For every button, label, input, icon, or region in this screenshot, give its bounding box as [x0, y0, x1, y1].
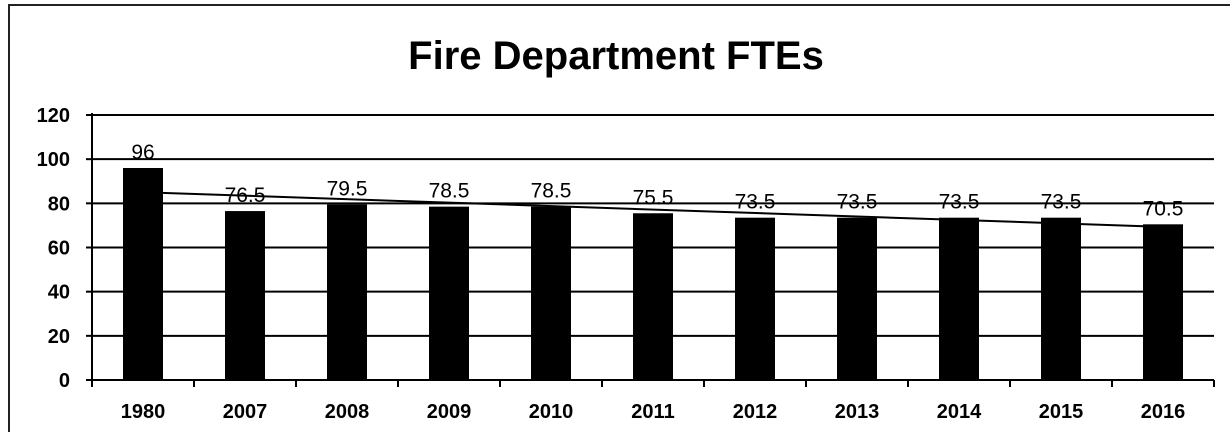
data-label: 96	[131, 141, 154, 164]
bar	[735, 217, 775, 380]
data-label: 79.5	[327, 177, 368, 200]
data-labels: 96 76.5 79.5 78.5 78.5 75.5 73.5 73.5 73.5 73.5 70…	[131, 141, 1183, 220]
x-tick-label: 2016	[1141, 401, 1186, 423]
data-label: 70.5	[1143, 197, 1184, 220]
x-tick-label: 2008	[325, 401, 370, 423]
y-tick-label: 80	[48, 193, 70, 215]
data-label: 73.5	[1041, 191, 1082, 214]
chart-frame	[8, 4, 1230, 432]
x-tick-label: 1980	[121, 401, 166, 423]
bar	[1041, 217, 1081, 380]
x-tick-label: 2009	[427, 401, 472, 423]
x-tick-label: 2011	[631, 401, 674, 423]
bar	[531, 206, 571, 380]
y-tick-label: 0	[59, 370, 70, 392]
data-label: 76.5	[225, 184, 266, 207]
data-label: 75.5	[633, 186, 674, 209]
trendline-group	[142, 191, 1164, 228]
bar	[327, 204, 367, 380]
chart-title: Fire Department FTEs	[408, 34, 824, 78]
x-tick-label: 2007	[223, 401, 268, 423]
bar	[633, 213, 673, 380]
bar	[1143, 224, 1183, 380]
y-tick-label: 60	[48, 238, 70, 260]
bar	[837, 217, 877, 380]
axes: 0 20 40 60 80 100 120 1980 2007 2008 2009 2010 2011 2…	[37, 105, 1215, 423]
bar	[123, 168, 163, 380]
data-label: 78.5	[531, 180, 572, 203]
y-tick-label: 100	[37, 149, 70, 171]
bar	[225, 211, 265, 380]
trendline	[142, 191, 1164, 228]
data-label: 73.5	[837, 191, 878, 214]
y-tick-label: 120	[37, 105, 70, 127]
bar	[429, 206, 469, 380]
y-tick-label: 40	[48, 282, 70, 304]
y-tick-label: 20	[48, 326, 70, 348]
x-tick-label: 2013	[835, 401, 880, 423]
x-tick-label: 2015	[1039, 401, 1084, 423]
bar	[939, 217, 979, 380]
x-tick-label: 2010	[529, 401, 574, 423]
x-tick-label: 2014	[937, 401, 982, 423]
x-tick-label: 2012	[733, 401, 778, 423]
data-label: 73.5	[735, 191, 776, 214]
bars	[123, 168, 1183, 380]
data-label: 78.5	[429, 180, 470, 203]
data-label: 73.5	[939, 191, 980, 214]
